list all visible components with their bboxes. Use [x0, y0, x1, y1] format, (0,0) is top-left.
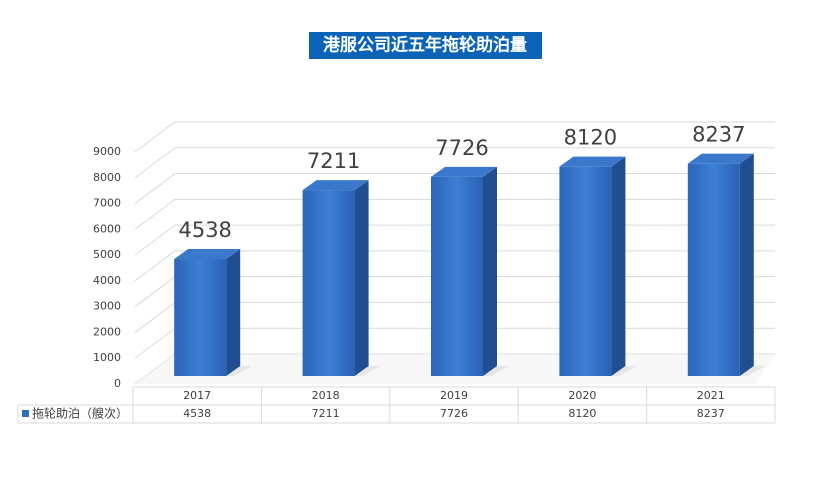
bar-top — [302, 180, 369, 191]
bar-top — [174, 249, 241, 260]
bar — [302, 190, 355, 376]
data-label: 8237 — [692, 123, 745, 147]
data-label: 8120 — [564, 126, 617, 150]
grid-line — [134, 147, 775, 179]
x-tick-label: 2021 — [697, 389, 725, 402]
y-tick-label: 1000 — [93, 351, 121, 364]
bar-side — [611, 156, 626, 376]
table-value: 7211 — [312, 407, 340, 420]
x-tick-label: 2020 — [568, 389, 596, 402]
y-tick-label: 4000 — [93, 274, 121, 287]
data-label: 7726 — [435, 136, 488, 160]
table-value: 8237 — [697, 407, 725, 420]
y-tick-label: 0 — [114, 377, 121, 390]
table-value: 7726 — [440, 407, 468, 420]
legend-label: 拖轮助泊（艘次） — [32, 406, 128, 421]
grid-line — [134, 121, 775, 153]
data-label: 4538 — [178, 218, 231, 242]
bar-side — [739, 153, 754, 376]
y-tick-label: 7000 — [93, 197, 121, 210]
bar-top — [431, 166, 497, 177]
y-tick-label: 8000 — [93, 171, 121, 184]
bar — [431, 176, 483, 376]
y-tick-label: 5000 — [93, 248, 121, 261]
table-value: 4538 — [183, 407, 211, 420]
bar — [559, 166, 612, 376]
x-tick-label: 2019 — [440, 389, 468, 402]
chart-title: 港服公司近五年拖轮助泊量 — [323, 35, 527, 56]
data-label: 7211 — [307, 149, 360, 173]
bar-side — [483, 166, 497, 376]
bar-top — [559, 156, 626, 167]
y-tick-label: 9000 — [93, 145, 121, 158]
x-tick-label: 2018 — [312, 389, 340, 402]
bar-top — [687, 153, 754, 164]
x-tick-label: 2017 — [183, 389, 211, 402]
y-tick-label: 6000 — [93, 222, 121, 235]
y-tick-label: 3000 — [93, 300, 121, 313]
y-tick-label: 2000 — [93, 325, 121, 338]
table-value: 8120 — [568, 407, 596, 420]
bar — [174, 259, 227, 376]
title-box — [309, 32, 542, 59]
bar-side — [226, 249, 241, 376]
bar — [687, 163, 740, 376]
bar-side — [354, 180, 369, 376]
legend-swatch — [22, 410, 29, 417]
